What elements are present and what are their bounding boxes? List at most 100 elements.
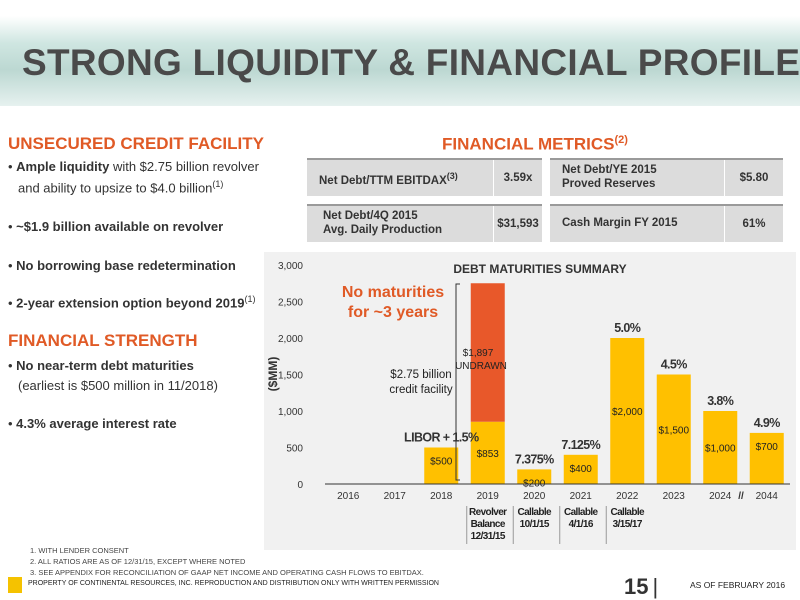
page-number: 15 | [624,574,658,600]
bullet-ample-liquidity-line2: and ability to upsize to $4.0 billion(1) [18,179,223,195]
bullet-no-near-term: • No near-term debt maturities [8,358,194,373]
metric-cash-margin: Cash Margin FY 2015 61% [550,204,783,242]
callable-note-line: Callable [517,507,552,518]
footnote-1: 1. WITH LENDER CONSENT [30,546,129,555]
bullet-no-redetermination: • No borrowing base redetermination [8,258,236,273]
bullet-bold-text: No borrowing base redetermination [16,258,236,273]
metric-value: 3.59x [493,160,542,196]
y-tick-label: 1,500 [278,371,303,382]
x-tick-label: 2022 [616,491,639,502]
chart-title: DEBT MATURITIES SUMMARY [453,262,626,276]
bullet-interest-rate: • 4.3% average interest rate [8,416,177,431]
metric-value: $31,593 [493,206,542,242]
footnote-ref: (1) [244,294,256,304]
x-tick-label: 2017 [384,491,407,502]
bullet-text: with $2.75 billion revolver [109,159,259,174]
footnote-3: 3. SEE APPENDIX FOR RECONCILIATION OF GA… [30,568,424,577]
metric-label-line2: Avg. Daily Production [323,224,443,236]
bar-2024 [703,411,738,484]
bar-2018 [424,447,459,484]
page-divider: | [652,574,659,599]
metric-label-text: Net Debt/TTM EBITDAX [319,174,447,187]
interest-rate-label: 5.0% [614,321,641,335]
footnote-ref: (1) [212,179,224,189]
bar-value-label: $500 [430,457,453,468]
footer-disclaimer: PROPERTY OF CONTINENTAL RESOURCES, INC. … [28,580,439,587]
bar-2020 [517,469,552,484]
y-tick-label: 0 [297,480,303,491]
metrics-heading-text: FINANCIAL METRICS [442,134,615,154]
y-tick-label: 1,000 [278,407,303,418]
page-number-text: 15 [624,574,649,599]
y-tick-label: 2,500 [278,298,303,309]
bar-2022 [610,338,645,484]
y-tick-label: 2,000 [278,334,303,345]
bullet-bold-text: ~$1.9 billion available on revolver [16,219,224,234]
metric-value: 61% [724,206,783,242]
axis-break-marker: // [738,491,744,502]
bar-value-label: $853 [477,449,500,460]
interest-rate-label: 4.9% [754,416,781,430]
metric-label: Net Debt/TTM EBITDAX(3) [319,171,542,187]
metric-label-line1: Net Debt/4Q 2015 [323,210,418,222]
chart-background [264,252,796,550]
metric-net-debt-reserves: Net Debt/YE 2015 Proved Reserves $5.80 [550,158,783,196]
x-tick-label: 2018 [430,491,453,502]
y-tick-label: 500 [286,444,303,455]
financial-strength-heading: FINANCIAL STRENGTH [8,331,198,350]
x-tick-label: 2021 [570,491,593,502]
callable-note-line: 4/1/16 [569,519,594,530]
bar-2019 [470,421,505,484]
company-logo-icon [8,577,22,593]
bullet-no-near-term-line2: (earliest is $500 million in 11/2018) [18,378,218,393]
interest-rate-label: 3.8% [707,394,734,408]
bar-2044 [749,432,784,484]
credit-facility-heading: UNSECURED CREDIT FACILITY [8,134,264,153]
bar-2019-undrawn [470,283,505,422]
bar-2023 [656,374,691,484]
bar-value-label: $1,500 [658,425,689,436]
undrawn-label: UNDRAWN [455,361,507,372]
metric-value: $5.80 [724,160,783,196]
interest-rate-label: 4.5% [661,358,688,372]
callable-note-line: Callable [564,507,599,518]
financial-metrics-heading: FINANCIAL METRICS(2) [442,134,628,155]
x-tick-label: 2024 [709,491,732,502]
y-axis-label: ($MM) [266,357,280,392]
footnote-ref: (3) [446,171,458,181]
facility-label-line2: credit facility [389,384,453,396]
bar-value-label: $1,000 [705,444,736,455]
footnote-2: 2. ALL RATIOS ARE AS OF 12/31/15, EXCEPT… [30,557,246,566]
callable-note-line: Balance [471,519,506,530]
x-tick-label: 2016 [337,491,360,502]
metric-net-debt-ebitdax: Net Debt/TTM EBITDAX(3) 3.59x [307,158,542,196]
x-tick-label: 2019 [477,491,500,502]
bullet-extension-option: • 2-year extension option beyond 2019(1) [8,294,256,311]
interest-rate-label: LIBOR + 1.5% [404,431,479,445]
metric-label-line2: Proved Reserves [562,178,656,190]
bar-2021 [563,454,598,484]
footnote-ref: (2) [614,134,628,146]
bullet-bold-text: 2-year extension option beyond 2019 [16,295,245,311]
callable-note-line: 3/15/17 [613,519,643,530]
interest-rate-label: 7.375% [515,452,554,466]
bar-value-label: $700 [756,442,779,453]
metric-label: Cash Margin FY 2015 [562,217,678,229]
bullet-ample-liquidity: • Ample liquidity with $2.75 billion rev… [8,159,259,174]
page-title: STRONG LIQUIDITY & FINANCIAL PROFILE [22,42,800,83]
bullet-bold-text: No near-term debt maturities [16,358,194,373]
no-maturities-line2: for ~3 years [348,304,438,321]
x-tick-label: 2020 [523,491,546,502]
bar-value-label: $2,000 [612,407,643,418]
callable-note-line: 10/1/15 [520,519,550,530]
bullet-text: and ability to upsize to $4.0 billion [18,180,213,196]
bullet-bold-text: Ample liquidity [16,159,110,174]
undrawn-value-label: $1,897 [463,348,494,359]
x-tick-label: 2044 [756,491,779,502]
title-band [0,16,800,106]
as-of-date: AS OF FEBRUARY 2016 [690,580,786,590]
interest-rate-label: 7.125% [561,438,600,452]
no-maturities-line1: No maturities [342,284,444,301]
callable-note-line: 12/31/15 [471,531,506,542]
